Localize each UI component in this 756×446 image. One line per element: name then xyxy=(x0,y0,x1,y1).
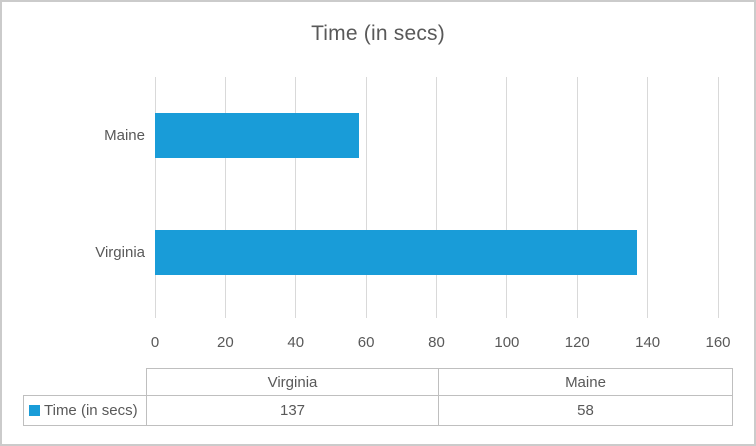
x-axis-tick-label: 120 xyxy=(564,334,590,351)
gridline xyxy=(295,77,297,318)
x-axis-tick-label: 20 xyxy=(217,334,234,351)
legend-swatch-icon xyxy=(29,405,40,416)
x-axis-tick-label: 60 xyxy=(357,334,375,351)
x-axis-tick-label: 40 xyxy=(287,334,305,351)
gridline xyxy=(647,77,649,318)
table-value-row: Time (in secs) 137 58 xyxy=(23,395,733,426)
legend-label: Time (in secs) xyxy=(44,402,138,419)
gridline xyxy=(154,77,156,318)
gridline xyxy=(224,77,226,318)
x-axis-tick-label: 160 xyxy=(705,334,731,351)
category-label-maine: Maine xyxy=(104,127,145,144)
table-value-maine: 58 xyxy=(438,395,733,426)
gridline xyxy=(717,77,719,318)
category-label-virginia: Virginia xyxy=(95,244,145,261)
x-axis-tick-label: 0 xyxy=(150,334,160,351)
table-header-row: Virginia Maine xyxy=(24,368,733,396)
gridline xyxy=(365,77,367,318)
gridline xyxy=(506,77,508,318)
x-axis-tick-label: 140 xyxy=(635,334,661,351)
legend-cell: Time (in secs) xyxy=(23,395,147,426)
gridline xyxy=(436,77,437,318)
table-col-header-virginia: Virginia xyxy=(146,368,439,396)
table-col-header-maine: Maine xyxy=(438,368,733,396)
x-axis-tick-label: 100 xyxy=(494,334,520,351)
bar-virginia xyxy=(155,230,638,275)
table-corner-cell xyxy=(24,369,147,396)
gridline xyxy=(576,77,578,318)
chart-title: Time (in secs) xyxy=(311,22,445,45)
table-value-virginia: 137 xyxy=(146,395,439,426)
x-axis-tick-label: 80 xyxy=(428,334,445,351)
bar-maine xyxy=(155,113,360,158)
data-table: Virginia Maine Time (in secs) 137 58 xyxy=(23,368,733,426)
